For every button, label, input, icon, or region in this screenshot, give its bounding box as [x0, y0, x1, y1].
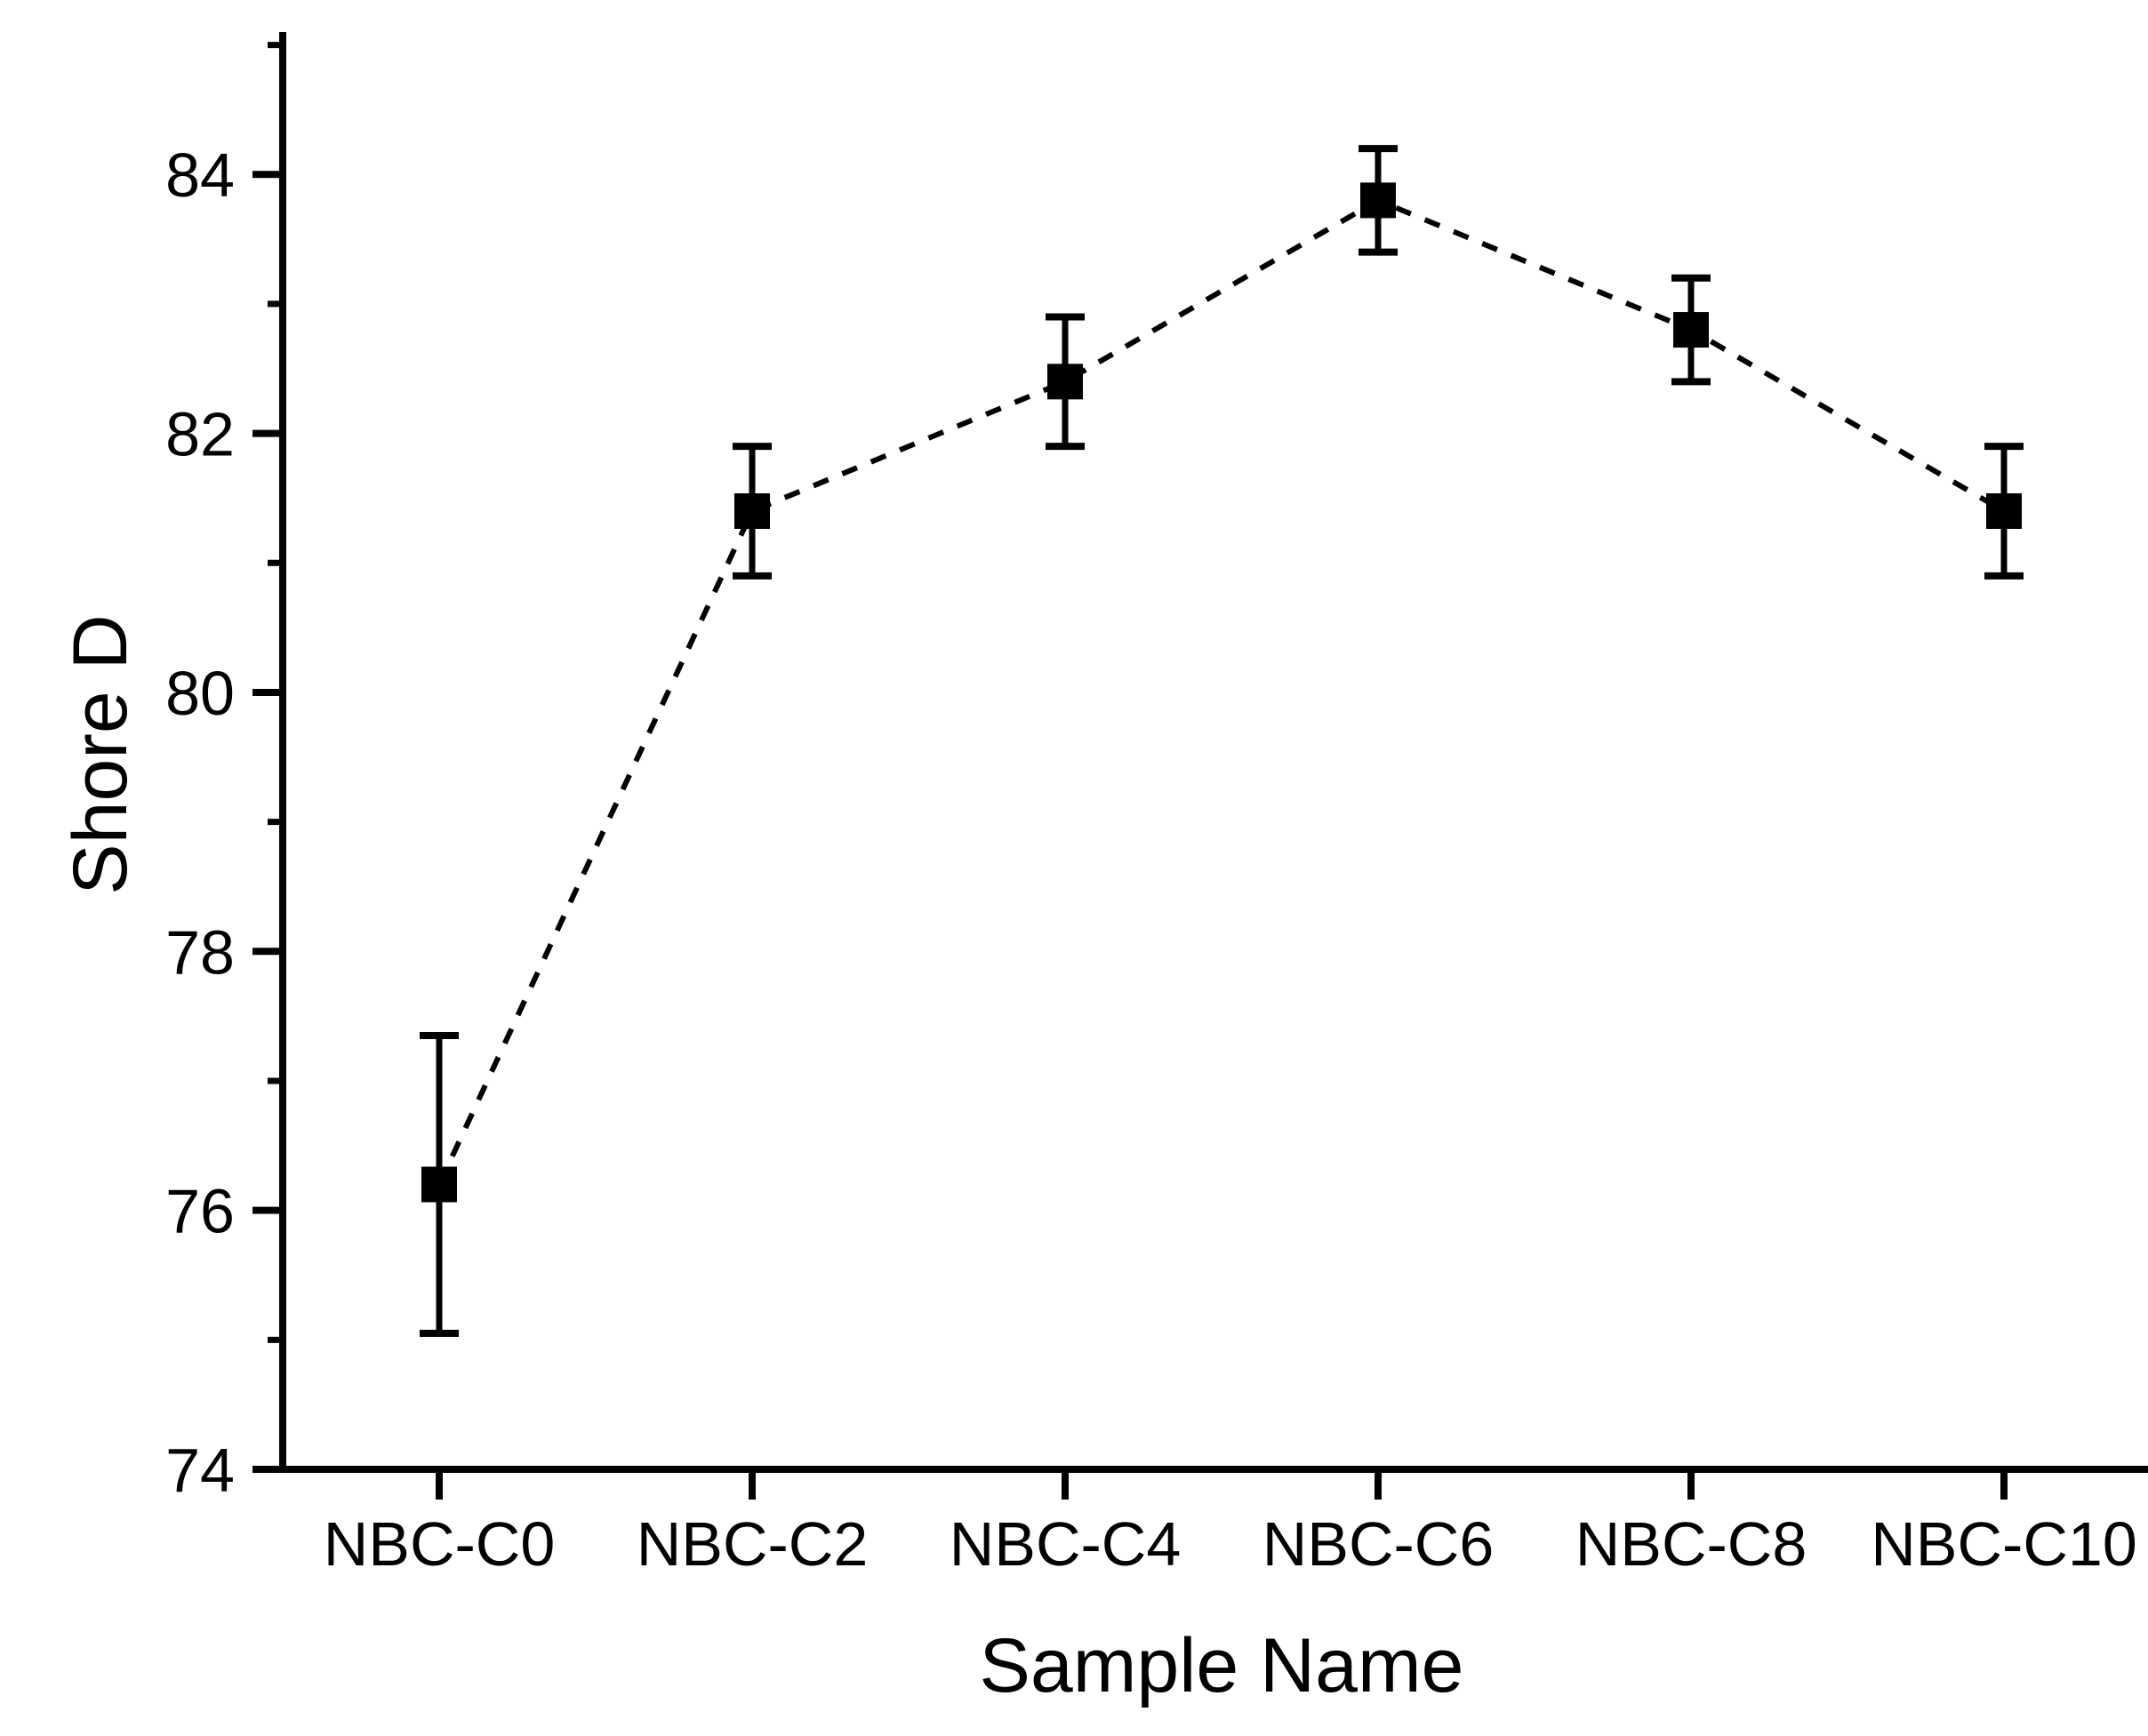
data-point-marker [1986, 493, 2022, 529]
x-axis-title: Sample Name [979, 1623, 1464, 1708]
data-point-marker [421, 1166, 457, 1203]
shore-d-hardness-chart: 74 76 78 80 82 84 NBC-C0 NBC-C2 NBC-C4 NBC-C6 NBC-… [36, 14, 2148, 1722]
series-line [437, 197, 2006, 1186]
x-tick-label: NBC-C10 [1871, 1509, 2137, 1579]
y-tick-label: 82 [165, 400, 235, 469]
y-tick-label: 74 [165, 1436, 235, 1505]
x-tick-label: NBC-C2 [637, 1509, 869, 1579]
x-tick-label: NBC-C8 [1575, 1509, 1807, 1579]
y-tick-label: 80 [165, 659, 235, 728]
data-point-marker [1673, 312, 1709, 348]
data-point-marker [734, 493, 770, 529]
y-tick-label: 78 [165, 917, 235, 987]
plot-area: 74 76 78 80 82 84 NBC-C0 NBC-C2 NBC-C4 NBC-C6 NBC-… [165, 32, 2148, 1579]
data-point-marker [1360, 182, 1396, 219]
y-axis-title: Shore D [58, 614, 143, 895]
y-tick-label: 84 [165, 140, 235, 210]
x-tick-label: NBC-C4 [950, 1509, 1182, 1579]
x-tick-label: NBC-C0 [324, 1509, 556, 1579]
x-tick-label: NBC-C6 [1262, 1509, 1495, 1579]
data-point-marker [1047, 364, 1083, 400]
y-tick-label: 76 [165, 1177, 235, 1246]
